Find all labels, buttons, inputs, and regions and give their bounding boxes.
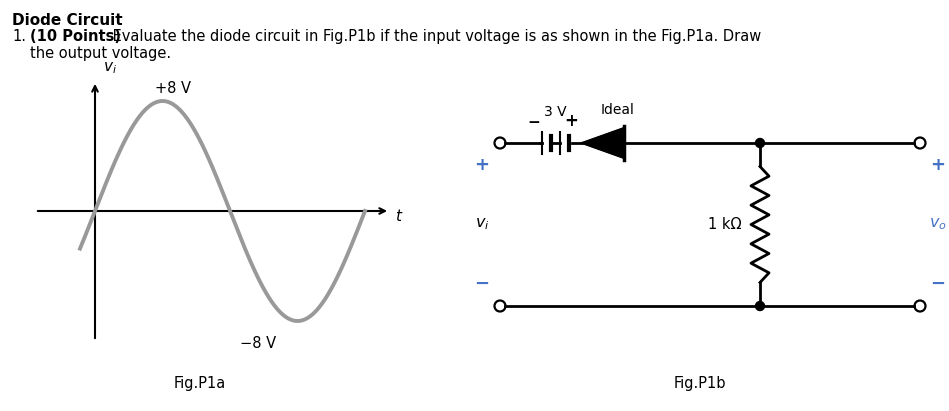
Text: Fig.P1a: Fig.P1a bbox=[174, 376, 226, 391]
Text: 1 kΩ: 1 kΩ bbox=[709, 217, 742, 232]
Polygon shape bbox=[582, 128, 624, 158]
Text: +8 V: +8 V bbox=[155, 81, 191, 96]
Text: +: + bbox=[564, 112, 578, 130]
Text: $v_i$: $v_i$ bbox=[103, 60, 117, 76]
Text: Ideal: Ideal bbox=[601, 103, 635, 117]
Circle shape bbox=[755, 139, 765, 148]
Text: +: + bbox=[931, 156, 945, 174]
Text: −: − bbox=[528, 115, 540, 130]
Text: $v_o$: $v_o$ bbox=[929, 217, 947, 232]
Text: −: − bbox=[930, 275, 945, 293]
Circle shape bbox=[755, 302, 765, 310]
Text: Diode Circuit: Diode Circuit bbox=[12, 13, 122, 28]
Text: 3 V: 3 V bbox=[544, 105, 567, 119]
Text: Evaluate the diode circuit in Fig.P1b if the input voltage is as shown in the Fi: Evaluate the diode circuit in Fig.P1b if… bbox=[108, 29, 761, 44]
Text: $v_i$: $v_i$ bbox=[474, 217, 490, 232]
Text: −8 V: −8 V bbox=[240, 336, 276, 351]
Text: 1.: 1. bbox=[12, 29, 26, 44]
Text: (10 Points): (10 Points) bbox=[30, 29, 121, 44]
Text: −: − bbox=[474, 275, 490, 293]
Text: Fig.P1b: Fig.P1b bbox=[674, 376, 726, 391]
Text: +: + bbox=[474, 156, 490, 174]
Text: $t$: $t$ bbox=[395, 208, 403, 224]
Text: the output voltage.: the output voltage. bbox=[30, 46, 171, 61]
